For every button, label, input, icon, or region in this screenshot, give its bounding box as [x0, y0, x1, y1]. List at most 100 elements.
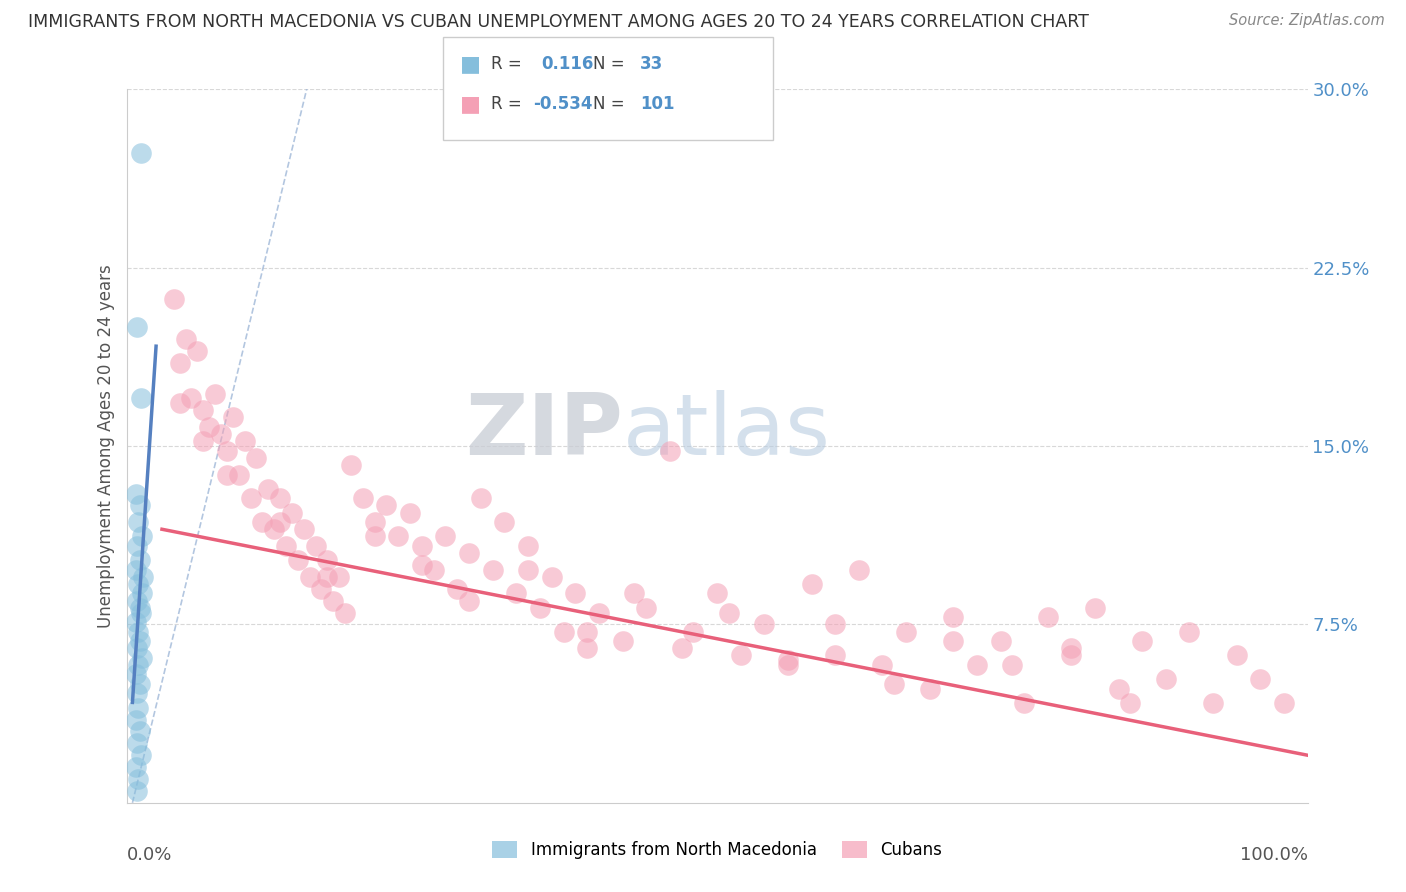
- Point: [128, 600, 150, 615]
- Point: [588, 606, 610, 620]
- Text: N =: N =: [593, 55, 624, 73]
- Point: [754, 617, 776, 632]
- Point: [1001, 657, 1024, 672]
- Point: [717, 606, 740, 620]
- Text: R =: R =: [491, 95, 522, 113]
- Point: [363, 529, 385, 543]
- Point: [883, 677, 905, 691]
- Point: [127, 736, 149, 750]
- Point: [776, 657, 799, 672]
- Text: ■: ■: [460, 54, 481, 74]
- Point: [1178, 624, 1201, 639]
- Point: [215, 467, 238, 482]
- Text: 100.0%: 100.0%: [1240, 846, 1308, 863]
- Point: [127, 784, 149, 798]
- Text: Source: ZipAtlas.com: Source: ZipAtlas.com: [1229, 13, 1385, 29]
- Point: [658, 443, 681, 458]
- Point: [1036, 610, 1059, 624]
- Point: [127, 515, 149, 529]
- Point: [131, 586, 153, 600]
- Point: [193, 434, 215, 449]
- Point: [636, 600, 658, 615]
- Legend: Immigrants from North Macedonia, Cubans: Immigrants from North Macedonia, Cubans: [485, 834, 949, 866]
- Point: [517, 539, 540, 553]
- Point: [1272, 696, 1295, 710]
- Point: [233, 434, 256, 449]
- Text: atlas: atlas: [623, 390, 831, 474]
- Point: [129, 606, 152, 620]
- Point: [127, 700, 149, 714]
- Point: [481, 563, 503, 577]
- Point: [800, 577, 823, 591]
- Point: [125, 563, 148, 577]
- Text: IMMIGRANTS FROM NORTH MACEDONIA VS CUBAN UNEMPLOYMENT AMONG AGES 20 TO 24 YEARS : IMMIGRANTS FROM NORTH MACEDONIA VS CUBAN…: [28, 13, 1090, 31]
- Point: [263, 522, 285, 536]
- Point: [623, 586, 645, 600]
- Point: [281, 506, 304, 520]
- Point: [245, 450, 267, 465]
- Point: [776, 653, 799, 667]
- Point: [292, 522, 315, 536]
- Point: [612, 634, 634, 648]
- Point: [517, 563, 540, 577]
- Point: [1130, 634, 1153, 648]
- Point: [872, 657, 894, 672]
- Text: 0.0%: 0.0%: [127, 846, 172, 863]
- Point: [576, 641, 599, 656]
- Point: [1226, 648, 1249, 663]
- Point: [1060, 648, 1083, 663]
- Point: [682, 624, 704, 639]
- Point: [127, 657, 149, 672]
- Point: [128, 634, 150, 648]
- Text: ■: ■: [460, 95, 481, 114]
- Point: [730, 648, 752, 663]
- Point: [127, 772, 149, 786]
- Point: [316, 553, 339, 567]
- Point: [375, 499, 398, 513]
- Point: [446, 582, 468, 596]
- Point: [228, 467, 250, 482]
- Point: [553, 624, 575, 639]
- Point: [458, 593, 481, 607]
- Point: [990, 634, 1012, 648]
- Point: [304, 539, 326, 553]
- Point: [671, 641, 693, 656]
- Point: [352, 491, 374, 506]
- Point: [127, 686, 149, 700]
- Point: [129, 392, 152, 406]
- Point: [127, 641, 149, 656]
- Point: [274, 539, 297, 553]
- Point: [257, 482, 280, 496]
- Text: ZIP: ZIP: [465, 390, 623, 474]
- Point: [311, 582, 333, 596]
- Point: [198, 420, 221, 434]
- Point: [824, 617, 846, 632]
- Point: [316, 570, 339, 584]
- Point: [399, 506, 422, 520]
- Text: -0.534: -0.534: [533, 95, 592, 113]
- Point: [128, 553, 150, 567]
- Text: 33: 33: [640, 55, 664, 73]
- Point: [125, 615, 148, 629]
- Point: [1154, 672, 1177, 686]
- Point: [129, 748, 152, 763]
- Point: [131, 650, 153, 665]
- Point: [540, 570, 562, 584]
- Text: R =: R =: [491, 55, 522, 73]
- Point: [169, 356, 191, 370]
- Y-axis label: Unemployment Among Ages 20 to 24 years: Unemployment Among Ages 20 to 24 years: [97, 264, 115, 628]
- Point: [505, 586, 527, 600]
- Point: [411, 539, 433, 553]
- Point: [529, 600, 551, 615]
- Point: [129, 146, 152, 161]
- Point: [706, 586, 728, 600]
- Point: [494, 515, 516, 529]
- Point: [127, 593, 149, 607]
- Point: [422, 563, 444, 577]
- Point: [125, 760, 148, 774]
- Point: [131, 529, 153, 543]
- Point: [128, 499, 150, 513]
- Point: [174, 332, 197, 346]
- Text: 101: 101: [640, 95, 675, 113]
- Point: [824, 648, 846, 663]
